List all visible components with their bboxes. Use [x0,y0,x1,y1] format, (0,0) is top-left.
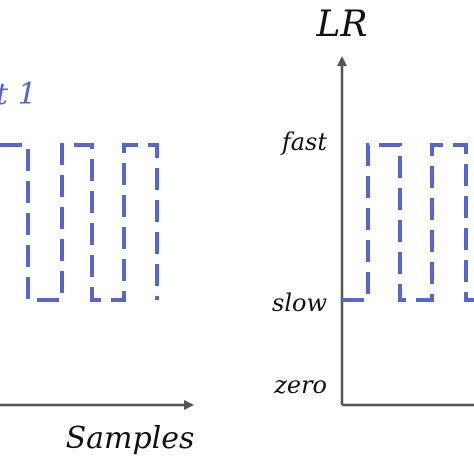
y-axis-label: LR [315,4,367,45]
level-label: fast [280,128,328,156]
lr-wave [342,143,474,302]
x-axis-label: Samples [66,421,195,456]
level-label: zero [273,371,327,399]
signal-wave [0,143,159,302]
level-label: slow [272,289,327,317]
legend-label: t 1 [0,77,37,112]
